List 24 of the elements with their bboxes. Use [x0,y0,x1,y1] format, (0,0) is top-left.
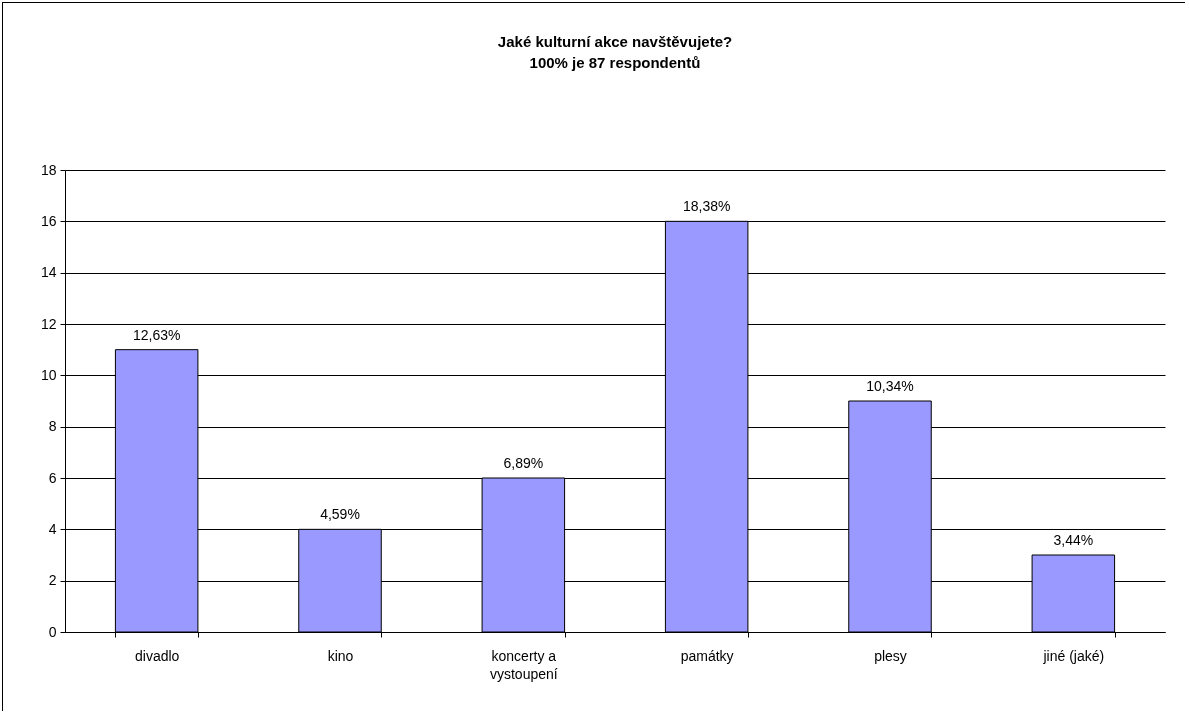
x-tick-label: kino [327,647,354,664]
y-tick-label: 2 [48,572,57,589]
x-tick-label: plesy [874,647,907,664]
x-tick-label: divadlo [134,647,180,664]
annotation: 6,89% [503,455,544,471]
annotation: 3,44% [1053,532,1094,548]
y-tick-label: 8 [48,418,57,435]
chart-title: Jaké kulturní akce navštěvujete? [497,33,733,50]
annotation: 10,34% [866,378,914,394]
x-tick-label: koncerty a vystoupení [489,647,558,682]
x-tick-label: jiné (jaké) [1042,647,1105,664]
y-tick-label: 10 [40,366,57,383]
y-tick-label: 12 [40,315,57,332]
y-tick-label: 16 [40,212,57,229]
x-tick-label: památky [680,647,734,664]
y-tick-label: 0 [48,623,57,640]
y-tick-label: 18 [40,161,57,178]
y-tick-label: 6 [48,469,57,486]
y-tick-label: 4 [48,520,57,537]
annotation: 12,63% [132,326,181,343]
annotation: 4,59% [320,506,360,523]
y-tick-label: 14 [40,264,57,281]
chart-subtitle: 100% je 87 respondentů [529,54,701,71]
annotation: 18,38% [682,198,731,215]
